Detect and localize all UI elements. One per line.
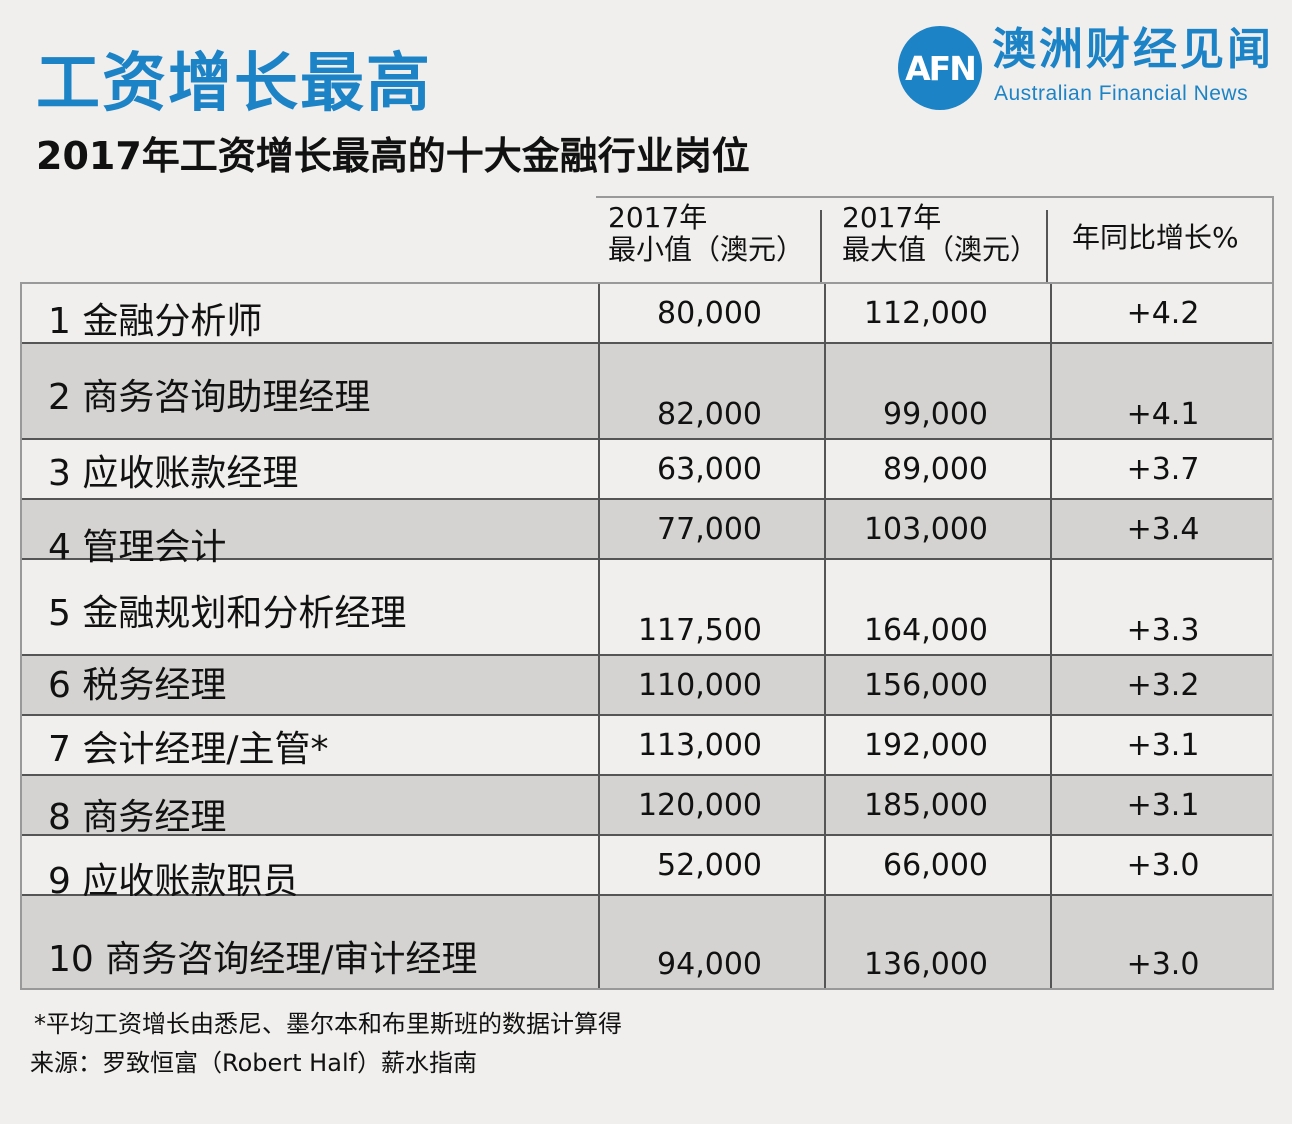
table-row: 3 应收账款经理 63,000 89,000 +3.7 <box>22 440 1272 500</box>
max-salary-cell: 185,000 <box>824 776 1050 834</box>
job-title-cell: 1 金融分析师 <box>48 301 263 342</box>
header-max-label: 最大值（澳元） <box>842 233 1039 266</box>
min-salary-cell: 110,000 <box>598 656 824 714</box>
min-salary-cell: 120,000 <box>598 776 824 834</box>
header-max-year: 2017年 <box>842 201 942 234</box>
growth-cell: +3.7 <box>1050 440 1274 498</box>
min-salary-cell: 113,000 <box>598 716 824 774</box>
max-salary-cell: 112,000 <box>824 284 1050 342</box>
header-min-label: 最小值（澳元） <box>608 233 805 266</box>
min-salary-cell: 63,000 <box>598 440 824 498</box>
job-title-cell: 2 商务咨询助理经理 <box>48 377 371 418</box>
job-title-cell: 6 税务经理 <box>48 665 227 706</box>
header-max: 2017年 最大值（澳元） <box>842 202 1038 266</box>
brand-logo-block: AFN 澳洲财经见闻 Australian Financial News <box>898 24 1278 114</box>
table-row: 5 金融规划和分析经理 117,500 164,000 +3.3 <box>22 560 1272 656</box>
header-min-year: 2017年 <box>608 201 708 234</box>
growth-cell: +3.1 <box>1050 716 1274 774</box>
job-title-cell: 8 商务经理 <box>48 797 227 838</box>
table-body: 1 金融分析师 80,000 112,000 +4.2 2 商务咨询助理经理 82,000… <box>20 282 1274 990</box>
table-row: 4 管理会计 77,000 103,000 +3.4 <box>22 500 1274 568</box>
table-row: 9 应收账款职员 52,000 66,000 +3.0 <box>22 836 1274 902</box>
brand-name-en: Australian Financial News <box>994 82 1249 105</box>
afn-logo-icon: AFN <box>898 26 982 110</box>
table-row: 8 商务经理 120,000 185,000 +3.1 <box>22 776 1274 838</box>
source-note: 来源：罗致恒富（Robert Half）薪水指南 <box>30 1049 478 1077</box>
min-salary-cell: 52,000 <box>598 836 824 894</box>
job-title-cell: 7 会计经理/主管* <box>48 729 329 770</box>
page-subtitle: 2017年工资增长最高的十大金融行业岗位 <box>36 134 750 178</box>
table-row: 7 会计经理/主管* 113,000 192,000 +3.1 <box>22 716 1272 776</box>
job-title-cell: 3 应收账款经理 <box>48 453 299 494</box>
footnote: *平均工资增长由悉尼、墨尔本和布里斯班的数据计算得 <box>34 1010 622 1038</box>
growth-cell: +3.2 <box>1050 656 1274 714</box>
growth-cell: +3.0 <box>1050 896 1274 988</box>
max-salary-cell: 89,000 <box>824 440 1050 498</box>
max-salary-cell: 103,000 <box>824 500 1050 558</box>
page-title: 工资增长最高 <box>36 47 432 121</box>
table-header <box>596 196 1274 284</box>
growth-cell: +3.1 <box>1050 776 1274 834</box>
header-growth: 年同比增长% <box>1072 221 1239 254</box>
max-salary-cell: 99,000 <box>824 344 1050 438</box>
min-salary-cell: 80,000 <box>598 284 824 342</box>
growth-cell: +4.2 <box>1050 284 1274 342</box>
header-divider <box>1046 210 1048 284</box>
max-salary-cell: 164,000 <box>824 560 1050 654</box>
growth-cell: +4.1 <box>1050 344 1274 438</box>
header-min: 2017年 最小值（澳元） <box>608 202 804 266</box>
growth-cell: +3.3 <box>1050 560 1274 654</box>
min-salary-cell: 77,000 <box>598 500 824 558</box>
min-salary-cell: 82,000 <box>598 344 824 438</box>
max-salary-cell: 136,000 <box>824 896 1050 988</box>
table-row: 10 商务咨询经理/审计经理 94,000 136,000 +3.0 <box>22 896 1272 988</box>
brand-name-cn: 澳洲财经见闻 <box>992 24 1274 75</box>
job-title-cell: 9 应收账款职员 <box>48 861 299 902</box>
job-title-cell: 4 管理会计 <box>48 527 227 568</box>
growth-cell: +3.0 <box>1050 836 1274 894</box>
max-salary-cell: 66,000 <box>824 836 1050 894</box>
header-divider <box>820 210 822 284</box>
salary-table: 2017年 最小值（澳元） 2017年 最大值（澳元） 年同比增长% 1 金融分… <box>20 196 1274 990</box>
max-salary-cell: 156,000 <box>824 656 1050 714</box>
table-row: 2 商务咨询助理经理 82,000 99,000 +4.1 <box>22 344 1272 440</box>
job-title-cell: 5 金融规划和分析经理 <box>48 593 407 634</box>
max-salary-cell: 192,000 <box>824 716 1050 774</box>
table-row: 1 金融分析师 80,000 112,000 +4.2 <box>22 284 1272 344</box>
table-row: 6 税务经理 110,000 156,000 +3.2 <box>22 656 1272 716</box>
min-salary-cell: 94,000 <box>598 896 824 988</box>
growth-cell: +3.4 <box>1050 500 1274 558</box>
job-title-cell: 10 商务咨询经理/审计经理 <box>48 939 478 980</box>
min-salary-cell: 117,500 <box>598 560 824 654</box>
